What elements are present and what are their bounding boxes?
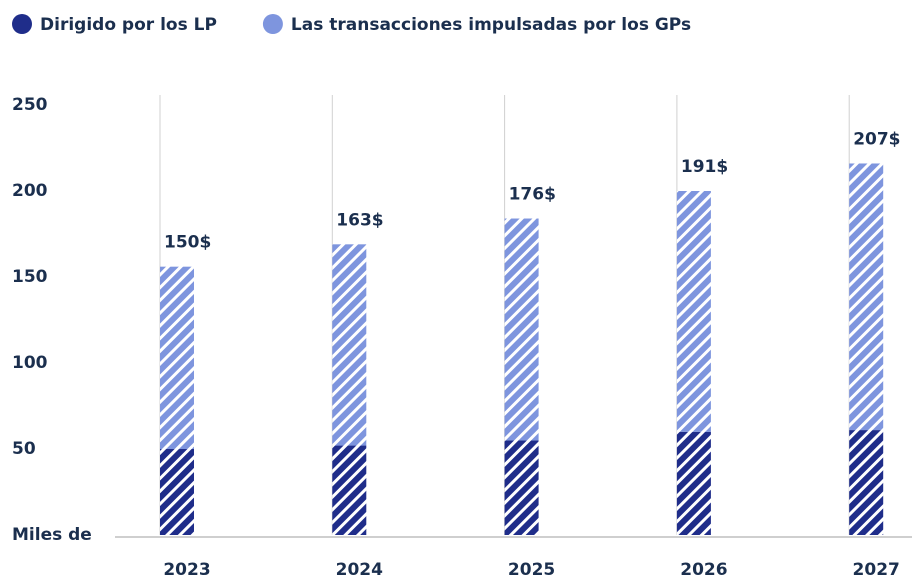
legend-label: Dirigido por los LP [40, 15, 217, 35]
x-tick-label: 2027 [853, 560, 900, 577]
y-tick-label: 100 [12, 353, 48, 373]
y-tick-label: 150 [12, 267, 48, 287]
total-label: 176$ [509, 185, 556, 205]
total-label: 191$ [681, 157, 728, 177]
bar-segment [849, 430, 884, 535]
legend-swatch [12, 14, 32, 34]
bar-segment [504, 218, 539, 441]
bar-segment [849, 163, 884, 431]
bar-segment [332, 244, 367, 446]
y-tick-label: Miles de [12, 525, 92, 545]
legend-swatch [262, 14, 283, 34]
x-tick-label: 2023 [163, 560, 210, 577]
bar-segment [332, 445, 367, 535]
bar-segment [504, 440, 539, 535]
bar-segment [160, 449, 194, 535]
x-tick-label: 2024 [336, 560, 383, 577]
bar-segment [160, 266, 194, 449]
y-tick-label: 50 [12, 439, 36, 459]
total-label: 150$ [164, 233, 211, 253]
x-tick-label: 2025 [508, 560, 555, 577]
bar-segment [676, 191, 711, 432]
x-tick-label: 2026 [680, 560, 727, 577]
y-tick-label: 250 [12, 95, 48, 115]
total-label: 163$ [336, 210, 383, 230]
total-label: 207$ [853, 129, 900, 149]
legend-label: Las transacciones impulsadas por los GPs [291, 15, 691, 35]
y-tick-label: 200 [12, 181, 48, 201]
bar-segment [676, 431, 711, 535]
